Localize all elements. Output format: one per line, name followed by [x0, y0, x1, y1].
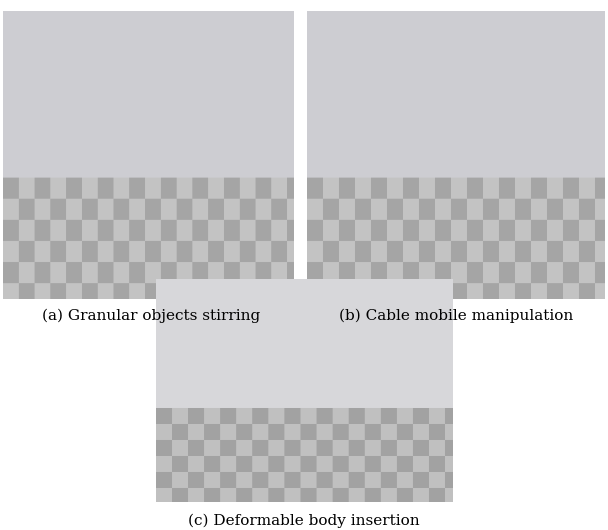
Text: (a) Granular objects stirring: (a) Granular objects stirring	[43, 308, 260, 323]
Text: (c) Deformable body insertion: (c) Deformable body insertion	[188, 514, 420, 528]
Text: (b) Cable mobile manipulation: (b) Cable mobile manipulation	[339, 308, 573, 323]
